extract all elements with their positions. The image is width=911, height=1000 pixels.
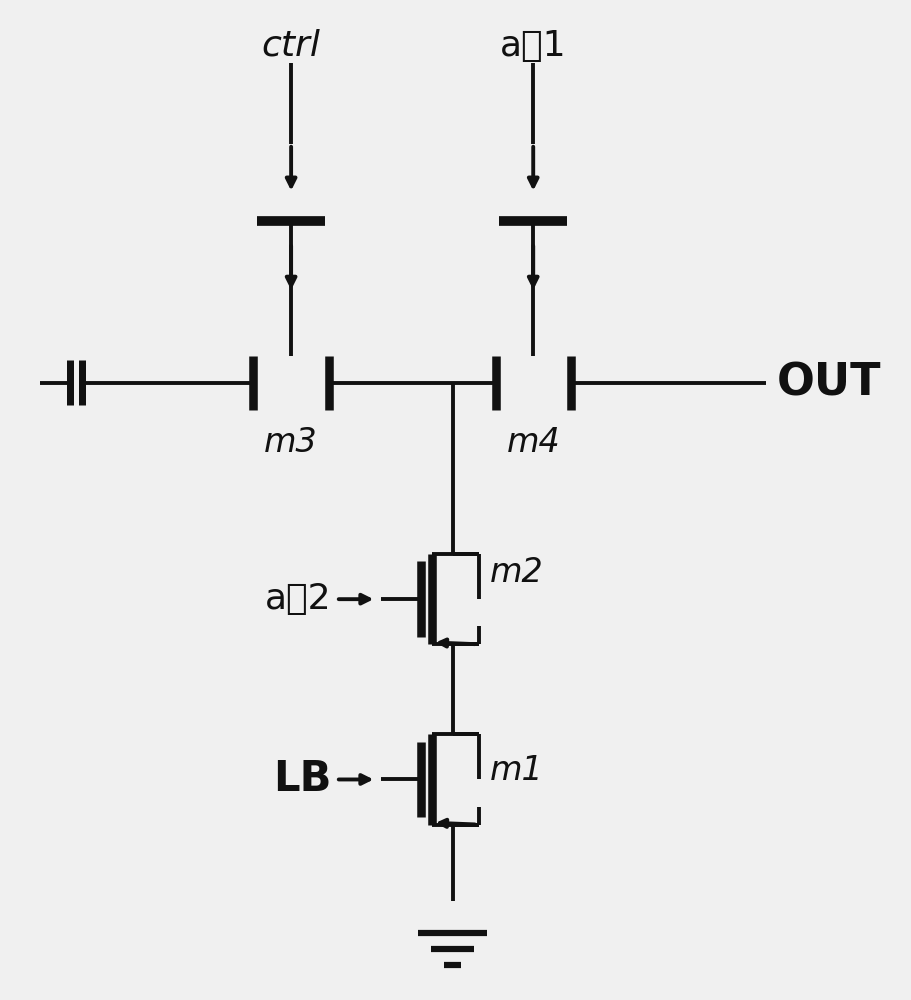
Text: m2: m2 xyxy=(489,556,543,589)
Text: m1: m1 xyxy=(489,754,543,787)
Text: ctrl: ctrl xyxy=(261,29,320,63)
Text: OUT: OUT xyxy=(776,361,881,404)
Text: m3: m3 xyxy=(264,426,318,459)
Text: m4: m4 xyxy=(506,426,559,459)
Text: LB: LB xyxy=(272,758,331,800)
Text: a链2: a链2 xyxy=(264,582,331,616)
Text: a链1: a链1 xyxy=(499,29,566,63)
